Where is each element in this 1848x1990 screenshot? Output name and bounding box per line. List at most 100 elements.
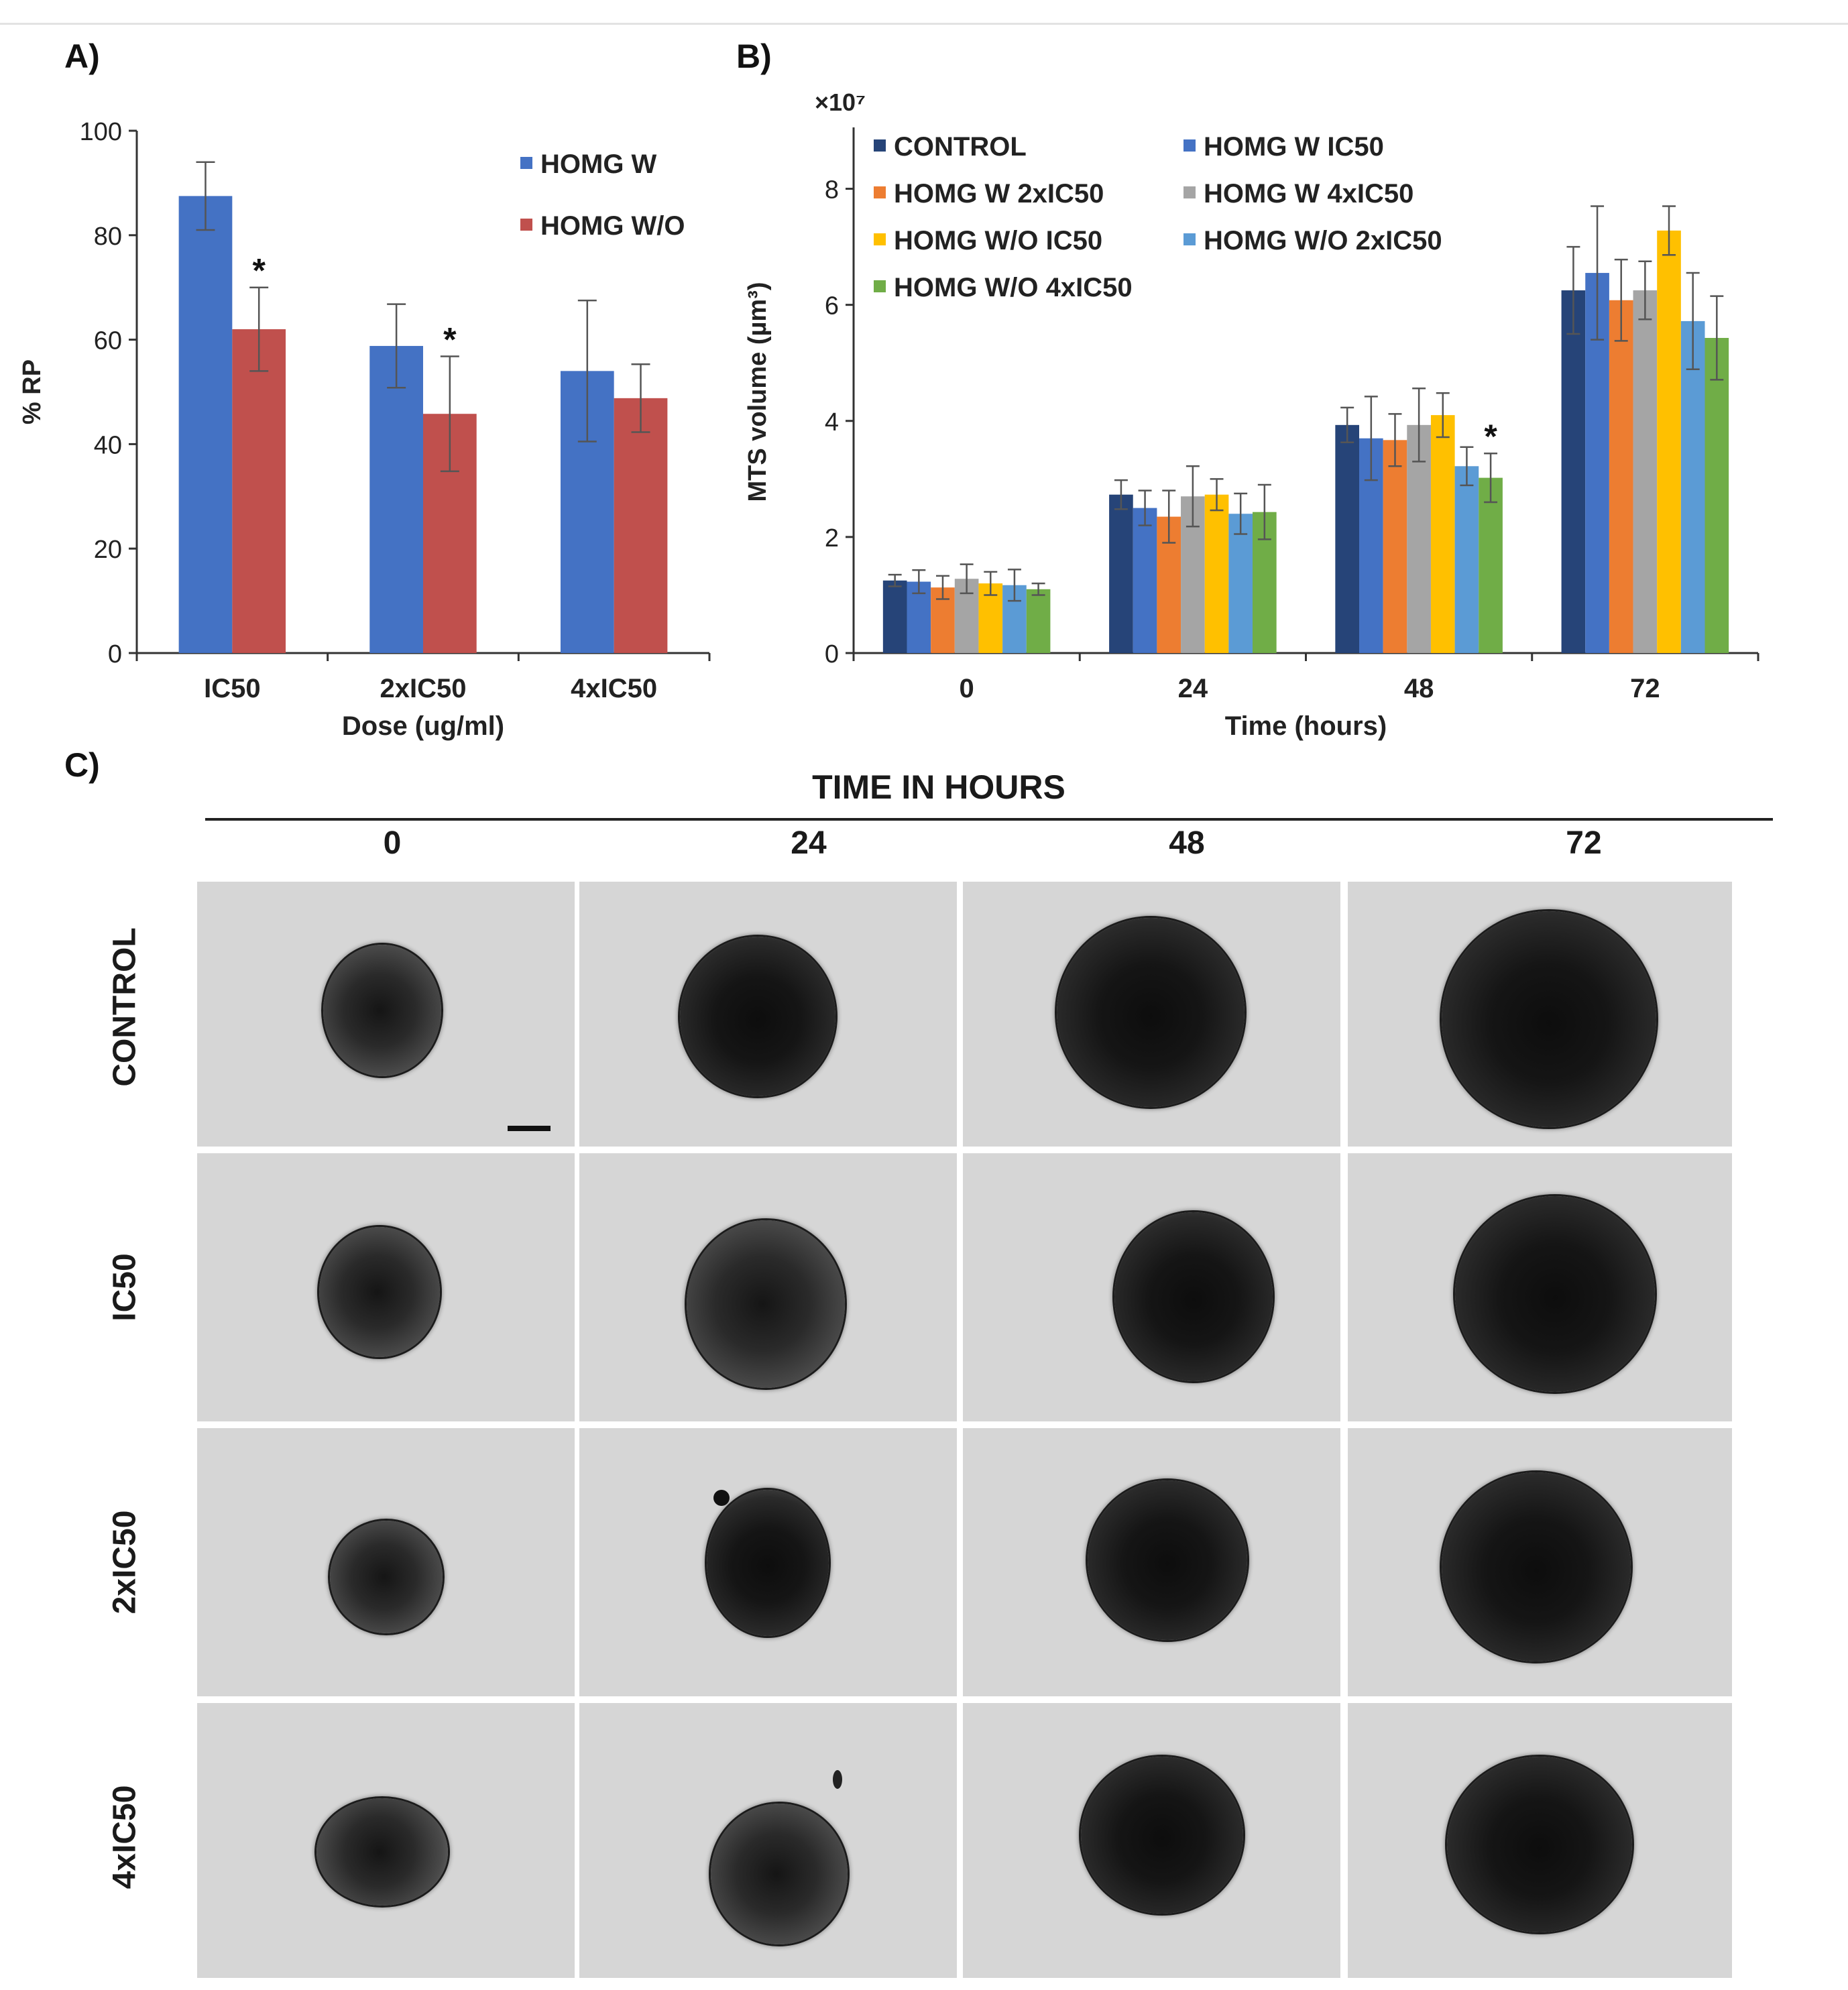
significance-mark: * [252, 252, 266, 290]
image-control-0h [197, 882, 575, 1147]
y-tick-label: 100 [80, 118, 122, 146]
image-control-48h [963, 882, 1340, 1147]
bar-homg-w-2xic50-72 [1609, 300, 1633, 654]
scale-bar [508, 1126, 551, 1131]
spheroid [316, 1798, 448, 1906]
bar-homg-w-2xic50 [369, 345, 423, 653]
spheroid [323, 945, 441, 1076]
bar-homg-w-o-4xic50-0 [1026, 589, 1051, 653]
bar-homg-w-2xic50-48 [1383, 440, 1407, 653]
image-control-72h [1348, 882, 1732, 1147]
spheroid [1442, 1472, 1631, 1661]
legend-label-homg-w-ic50: HOMG W IC50 [1204, 132, 1384, 162]
y-tick-label: 2 [825, 524, 839, 552]
row-label-ic50: IC50 [107, 1253, 143, 1322]
bar-homg-w-o-4xic50-72 [1705, 338, 1729, 653]
bar-homg-w-o-2xic50-72 [1680, 320, 1705, 653]
image-2xic50-0h [197, 1428, 575, 1696]
image-control-24h [579, 882, 957, 1147]
panel-label-b: B) [736, 38, 772, 75]
bar-homg-w-4xic50-72 [1633, 290, 1658, 653]
image-ic50-48h [963, 1153, 1340, 1421]
image-2xic50-72h [1348, 1428, 1732, 1696]
column-header-24: 24 [791, 825, 827, 861]
legend-label-homg-w-2xic50: HOMG W 2xIC50 [894, 179, 1104, 209]
debris [833, 1770, 842, 1789]
bar-homg-w-ic50-24 [1133, 508, 1157, 653]
bar-homg-w-ic50 [178, 196, 233, 653]
bar-homg-w-o-4xic50 [614, 398, 668, 653]
legend-swatch-control [874, 139, 886, 152]
y-tick-label: 40 [94, 431, 122, 459]
image-4xic50-48h [963, 1703, 1340, 1978]
y-tick-label: 80 [94, 223, 122, 251]
chart-a: 0 20 40 60 80 100 IC50 * 2xIC50 * 4xIC50 Dose (ug/m… [18, 118, 711, 741]
spheroid [711, 1804, 848, 1944]
significance-mark: * [443, 321, 457, 359]
bar-homg-w-4xic50-48 [1407, 424, 1431, 653]
legend-swatch-homg-w-2xic50 [874, 186, 886, 198]
legend-label-homg-w: HOMG W [540, 150, 657, 179]
spheroid [1114, 1212, 1273, 1381]
debris [713, 1490, 730, 1506]
bar-homg-w-o-ic50-24 [1204, 494, 1229, 653]
spheroid [330, 1521, 443, 1633]
bar-homg-w-o-ic50 [232, 329, 286, 653]
bar-homg-w-o-4xic50-48 [1479, 477, 1503, 653]
significance-mark: * [1484, 418, 1497, 455]
x-tick-label-0: 0 [960, 674, 974, 703]
column-header-0: 0 [383, 825, 402, 861]
y-tick-label: 20 [94, 536, 122, 564]
y-multiplier: ×10⁷ [815, 89, 866, 116]
legend-swatch-homg-w-ic50 [1183, 139, 1196, 152]
legend-label-homg-w-o-ic50: HOMG W/O IC50 [894, 226, 1102, 255]
x-axis-title: Dose (ug/ml) [342, 711, 504, 741]
spheroid [707, 1490, 829, 1636]
image-ic50-0h [197, 1153, 575, 1421]
y-tick-label: 6 [825, 292, 839, 320]
top-rule [0, 23, 1848, 25]
time-in-hours-header: TIME IN HOURS [812, 768, 1065, 806]
legend-label-homg-w-4xic50: HOMG W 4xIC50 [1204, 179, 1413, 209]
legend-swatch-homg-w-4xic50 [1183, 186, 1196, 198]
panel-label-c: C) [64, 746, 100, 784]
y-tick-label: 4 [825, 408, 839, 436]
image-ic50-24h [579, 1153, 957, 1421]
image-4xic50-72h [1348, 1703, 1732, 1978]
row-label-4xic50: 4xIC50 [107, 1785, 143, 1889]
bar-homg-w-o-ic50-72 [1657, 230, 1681, 653]
row-label-control: CONTROL [107, 927, 143, 1087]
column-header-72: 72 [1566, 825, 1602, 861]
y-tick-label: 8 [825, 176, 839, 204]
spheroid [1081, 1757, 1243, 1914]
image-2xic50-24h [579, 1428, 957, 1696]
x-tick-label-ic50: IC50 [204, 674, 261, 703]
bar-control-72 [1561, 290, 1586, 653]
legend-swatch-homg-w-o-2xic50 [1183, 233, 1196, 245]
legend-swatch-homg-w-o-4xic50 [874, 280, 886, 292]
y-axis-title: MTS volume (µm³) [744, 282, 772, 502]
x-tick-label-24: 24 [1178, 674, 1208, 703]
x-tick-label-48: 48 [1404, 674, 1434, 703]
bar-homg-w-o-2xic50-24 [1228, 514, 1253, 653]
spheroid [1057, 918, 1245, 1107]
bar-homg-w-o-2xic50-48 [1454, 466, 1479, 653]
panel-label-a: A) [64, 38, 100, 75]
column-header-48: 48 [1169, 825, 1205, 861]
spheroid [1455, 1196, 1655, 1392]
image-2xic50-48h [963, 1428, 1340, 1696]
bar-control-24 [1109, 494, 1133, 653]
legend-swatch-homg-w-o-ic50 [874, 233, 886, 245]
image-ic50-72h [1348, 1153, 1732, 1421]
x-tick-label-2xic50: 2xIC50 [380, 674, 467, 703]
legend-label-homg-w-o-2xic50: HOMG W/O 2xIC50 [1204, 226, 1442, 255]
spheroid [687, 1220, 845, 1388]
image-4xic50-0h [197, 1703, 575, 1978]
bar-control-0 [882, 580, 907, 653]
bar-control-48 [1335, 424, 1359, 653]
x-tick-label-72: 72 [1630, 674, 1660, 703]
x-axis-title: Time (hours) [1225, 711, 1387, 741]
legend-swatch-homg-w-o [520, 219, 532, 231]
y-tick-label: 0 [825, 640, 839, 668]
